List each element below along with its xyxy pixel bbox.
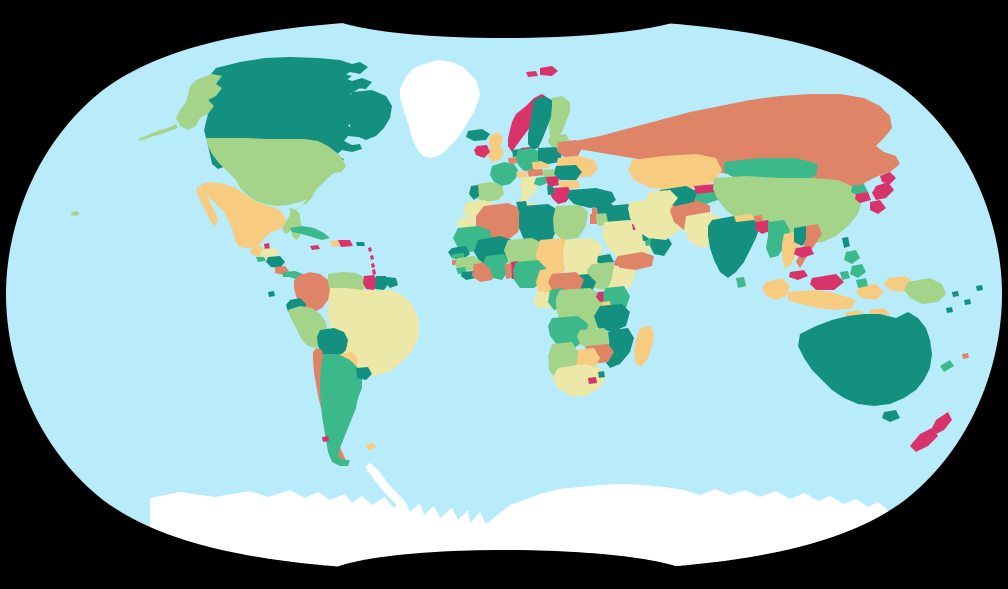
country-egypt [553, 205, 588, 240]
country-sri-lanka [736, 277, 746, 288]
country-guyana [363, 275, 378, 290]
country-hungary [542, 169, 558, 177]
country-czechia [532, 161, 549, 169]
country-philippines [840, 250, 868, 288]
country-austria [527, 169, 544, 177]
country-eswatini [598, 371, 605, 378]
country-uruguay [356, 367, 372, 380]
country-ghana [490, 263, 508, 280]
country-poland [538, 147, 562, 164]
country-haiti [330, 240, 340, 247]
country-new-caledonia [940, 360, 954, 372]
country-suriname [375, 276, 389, 290]
country-italy [520, 176, 538, 204]
country-central-african-republic [548, 272, 584, 294]
aleutian-islands [138, 124, 178, 141]
country-angola [548, 316, 588, 348]
country-puerto-rico [356, 242, 365, 246]
country-argentina [320, 354, 362, 466]
country-tanzania [594, 304, 630, 332]
country-taiwan [842, 237, 850, 248]
country-france [490, 162, 518, 186]
country-russia [570, 94, 900, 194]
country-australia [798, 312, 932, 406]
country-dominican-republic [338, 240, 353, 247]
country-myanmar [766, 220, 790, 258]
pacific-islands [946, 285, 983, 313]
country-alaska [176, 74, 222, 130]
country-cambodia [794, 246, 814, 258]
country-belgium [508, 157, 519, 164]
country-south-korea [855, 192, 871, 203]
country-india [708, 216, 760, 278]
country-tasmania [882, 410, 900, 422]
hawaii [71, 211, 80, 216]
mask-notch-top [320, 0, 696, 38]
country-israel [590, 214, 597, 224]
antarctic-ice-shelf-west [290, 510, 404, 560]
country-new-zealand [910, 412, 952, 452]
country-united-states [206, 138, 346, 234]
lesser-antilles [368, 247, 376, 275]
country-togo [505, 263, 512, 279]
country-greece [550, 187, 572, 204]
country-nepal [734, 214, 754, 222]
country-romania [554, 165, 582, 180]
country-china [713, 176, 862, 244]
country-albania [547, 186, 554, 195]
country-turkmenistan [646, 190, 678, 208]
country-malaysia [789, 270, 844, 290]
country-mexico [200, 182, 286, 248]
country-indonesia [762, 276, 914, 320]
falkland-islands [366, 443, 376, 450]
country-french-guiana [386, 277, 398, 288]
pacific-small-islands [322, 436, 329, 442]
country-tajikistan [696, 192, 718, 204]
country-nicaragua [266, 256, 285, 268]
country-lesotho [588, 377, 597, 384]
country-el-salvador [256, 257, 266, 262]
country-jamaica [310, 245, 320, 250]
country-iceland [466, 129, 490, 141]
country-lebanon [592, 208, 598, 214]
country-serbia [546, 176, 560, 187]
country-honduras [260, 248, 280, 258]
country-japan [870, 172, 896, 214]
country-bhutan [754, 215, 763, 222]
country-croatia [534, 176, 550, 186]
country-finland [549, 96, 570, 138]
country-papua-new-guinea [904, 278, 946, 304]
country-kazakhstan [628, 154, 722, 190]
fiji-islands [962, 353, 969, 359]
country-madagascar [634, 326, 654, 366]
country-switzerland [516, 171, 528, 178]
country-ireland [474, 145, 490, 158]
baja-california [196, 186, 218, 226]
country-greenland [400, 60, 480, 158]
country-chad [536, 238, 572, 276]
country-gambia [452, 253, 464, 258]
country-bangladesh [755, 220, 772, 234]
country-liberia [461, 271, 476, 280]
country-cuba [290, 226, 330, 240]
country-portugal [469, 185, 479, 200]
country-sweden [528, 96, 554, 150]
galapagos-islands [268, 291, 275, 297]
country-united-kingdom [488, 132, 504, 162]
country-libya [519, 204, 558, 244]
country-bolivia [317, 328, 348, 358]
country-iran [628, 198, 684, 240]
country-spain [472, 182, 504, 202]
country-turkey [567, 188, 616, 208]
country-mozambique [604, 328, 634, 368]
country-yemen [614, 252, 654, 270]
country-south-africa [552, 364, 606, 396]
mask-notch-bottom [320, 550, 696, 589]
baffin-island [348, 90, 392, 140]
country-svalbard [526, 66, 558, 77]
antarctic-peninsula [365, 463, 408, 508]
